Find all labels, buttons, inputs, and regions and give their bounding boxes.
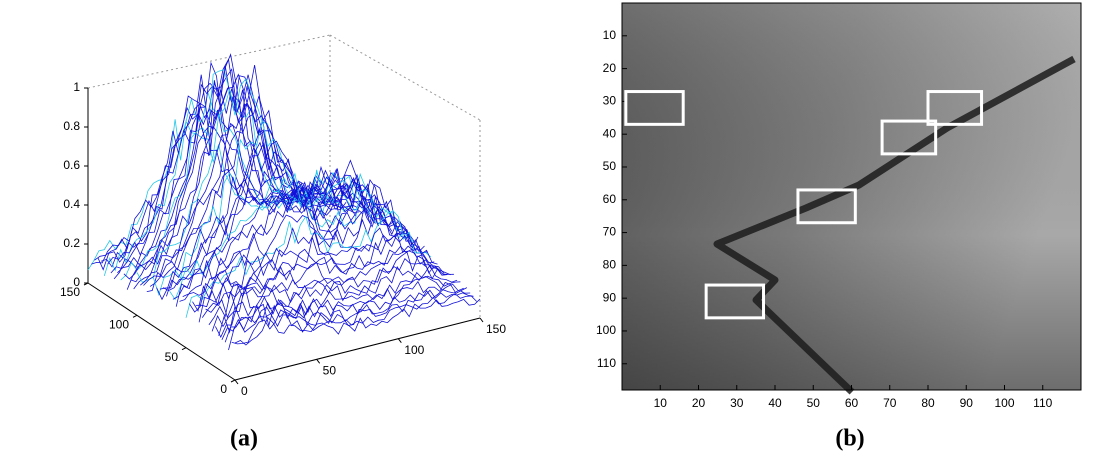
caption: (a) xyxy=(230,426,258,452)
y-tick-label: 50 xyxy=(603,159,617,173)
x-tick xyxy=(397,338,402,343)
x-tick-label: 70 xyxy=(883,396,897,410)
y-tick-label: 150 xyxy=(60,285,80,299)
z-tick-label: 0.4 xyxy=(63,197,80,211)
surface-line xyxy=(143,101,389,286)
surface-line xyxy=(156,128,402,301)
surface-line xyxy=(140,65,386,286)
detection-box xyxy=(796,188,857,225)
surface-line xyxy=(162,150,409,292)
surface-line xyxy=(130,75,376,283)
x-tick xyxy=(479,317,484,323)
surface-line xyxy=(234,298,481,346)
surface-line xyxy=(201,250,448,318)
y-tick-label: 50 xyxy=(165,350,179,364)
surface-line xyxy=(126,53,373,290)
x-tick xyxy=(234,379,239,385)
surface-line xyxy=(221,280,468,340)
x-tick-label: 30 xyxy=(730,396,744,410)
z-tick-label: 1 xyxy=(73,80,80,94)
x-tick-label: 150 xyxy=(486,322,506,336)
surface-line xyxy=(136,78,382,283)
y-tick-label: 110 xyxy=(597,356,616,370)
y-tick-label: 100 xyxy=(596,323,616,337)
x-tick-label: 40 xyxy=(768,396,782,410)
z-tick-label: 0.8 xyxy=(63,119,80,133)
surface-line xyxy=(172,183,419,300)
image-feature xyxy=(713,55,1076,395)
x-tick-label: 90 xyxy=(960,396,974,410)
x-tick-label: 10 xyxy=(654,396,668,410)
x-tick-label: 110 xyxy=(1033,396,1052,410)
z-tick-label: 0.6 xyxy=(63,158,80,172)
y-tick xyxy=(230,379,236,383)
surface-line xyxy=(159,142,405,290)
y-tick-label: 40 xyxy=(603,126,617,140)
surface-line xyxy=(208,258,454,326)
y-tick-label: 90 xyxy=(603,290,617,304)
surface-line xyxy=(218,276,464,336)
x-tick-label: 100 xyxy=(404,343,424,357)
caption: (b) xyxy=(835,426,864,452)
surface-line xyxy=(192,234,438,312)
surface-line xyxy=(100,95,347,268)
detection-box xyxy=(880,119,938,156)
detection-box xyxy=(926,90,984,126)
detection-box xyxy=(624,90,685,126)
y-tick xyxy=(83,282,89,286)
surface-line xyxy=(149,95,396,287)
image-shade xyxy=(622,3,1081,390)
x-tick-label: 20 xyxy=(692,396,706,410)
surface-line xyxy=(215,271,461,339)
axis-box xyxy=(87,34,481,318)
x-tick-label: 100 xyxy=(994,396,1014,410)
surface-line xyxy=(205,251,451,319)
y-tick-label: 80 xyxy=(603,258,617,272)
surface-line xyxy=(166,170,412,297)
y-tick xyxy=(181,347,187,351)
y-tick-label: 10 xyxy=(603,28,617,42)
surface-line xyxy=(224,289,471,343)
y-tick-label: 100 xyxy=(109,318,129,332)
panel-b: (b) 10 20 30 40 50 60 70 80 90 100 110 10 20 30 40 50 60… xyxy=(596,2,1082,452)
z-tick-label: 0.2 xyxy=(63,236,80,250)
y-tick-label: 70 xyxy=(603,225,617,239)
x-tick-label: 50 xyxy=(807,396,821,410)
surface xyxy=(87,53,481,351)
surface-line xyxy=(195,232,442,308)
z-tick-label: 0 xyxy=(73,275,80,289)
y-tick-label: 30 xyxy=(603,94,617,108)
surface-line xyxy=(175,193,422,307)
surface-line xyxy=(179,196,425,302)
x-tick-label: 0 xyxy=(241,384,248,398)
x-tick xyxy=(316,359,321,364)
y-tick-label: 60 xyxy=(603,192,617,206)
detection-box xyxy=(704,283,766,320)
y-tick-label: 20 xyxy=(603,61,617,75)
x-tick-label: 80 xyxy=(921,396,935,410)
x-tick-label: 50 xyxy=(323,364,337,378)
axis-lines xyxy=(87,88,481,381)
y-tick-label: 0 xyxy=(220,382,227,396)
x-tick-label: 60 xyxy=(845,396,859,410)
surface-line xyxy=(97,74,344,271)
y-tick xyxy=(132,314,138,318)
